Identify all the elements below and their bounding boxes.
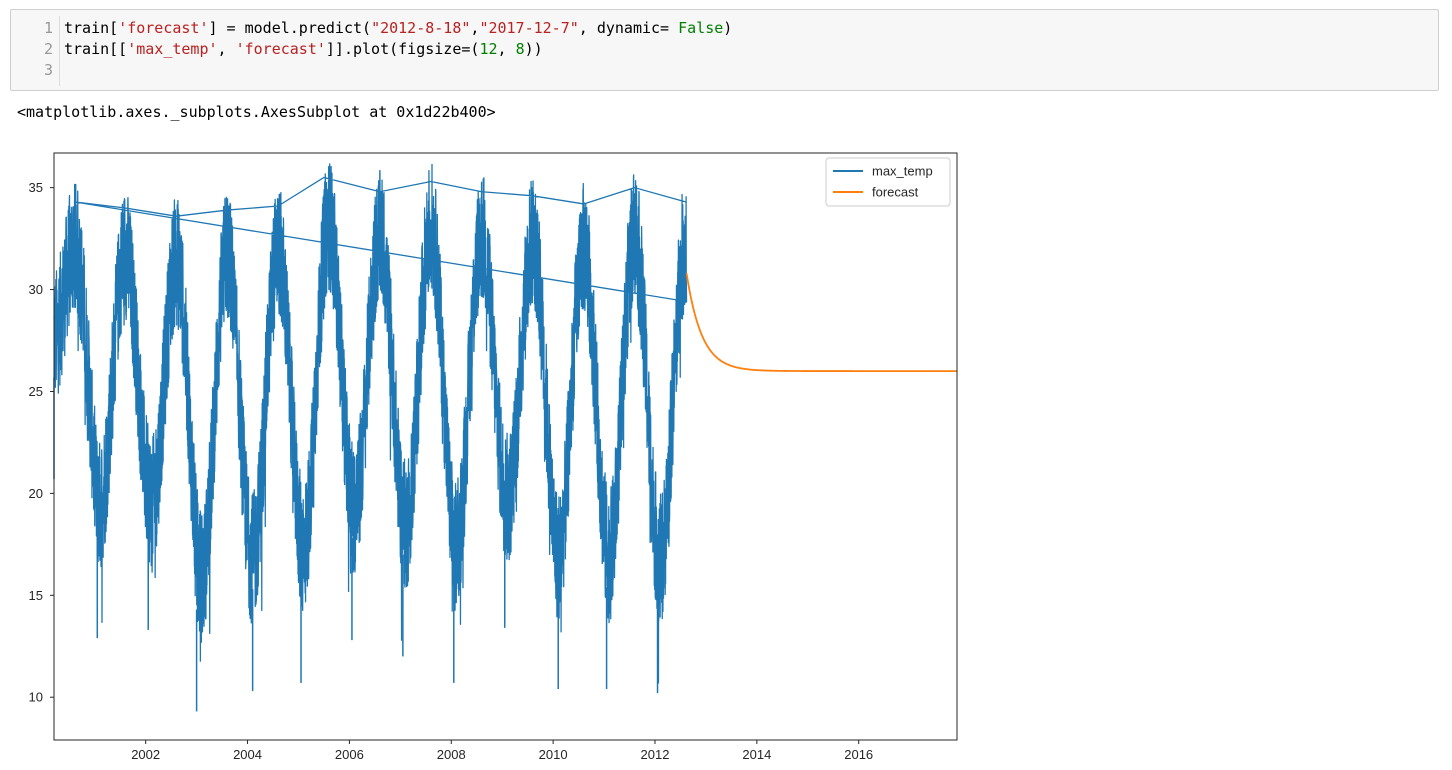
code-token: , [470, 19, 480, 37]
line-number: 2 [43, 40, 53, 58]
x-tick-label: 2006 [335, 747, 364, 762]
code-token: 'forecast' [235, 40, 326, 58]
plot-lines [53, 163, 957, 712]
code-cell-input[interactable]: 1 train['forecast'] = model.predict("2012… [10, 9, 1439, 91]
series-line-max-temp [53, 163, 688, 684]
code-token: False [678, 19, 724, 37]
code-token: ] = model.predict( [208, 19, 372, 37]
line-code: train['forecast'] = model.predict("2012-… [64, 18, 732, 39]
y-tick-label: 30 [29, 282, 43, 297]
line-code: train[['max_temp', 'forecast']].plot(fig… [64, 39, 543, 60]
y-tick-label: 25 [29, 384, 43, 399]
line-number: 3 [43, 61, 53, 79]
x-tick-label: 2010 [539, 747, 568, 762]
x-tick-label: 2016 [844, 747, 873, 762]
legend-label-forecast: forecast [872, 185, 919, 200]
x-tick-label: 2002 [131, 747, 160, 762]
x-tick-label: 2014 [742, 747, 771, 762]
code-token: "2012-8-18" [371, 19, 471, 37]
code-token: , dynamic= [578, 19, 679, 37]
x-tick-label: 2004 [233, 747, 262, 762]
x-tick-label: 2008 [437, 747, 466, 762]
series-line-forecast [685, 273, 957, 372]
y-tick-label: 10 [29, 690, 43, 705]
cell-output-text: <matplotlib.axes._subplots.AxesSubplot a… [17, 103, 496, 121]
code-token: ) [723, 19, 733, 37]
code-token: , [497, 40, 516, 58]
y-tick-label: 15 [29, 588, 43, 603]
y-tick-label: 35 [29, 180, 43, 195]
line-chart: 2002 2004 2006 2008 2010 2012 2014 2016 10 15 20 25… [29, 152, 958, 762]
code-token: train[ [64, 19, 119, 37]
axis-ticks: 2002 2004 2006 2008 2010 2012 2014 2016 10 15 20 25… [29, 180, 874, 762]
code-token: , [217, 40, 236, 58]
y-tick-label: 20 [29, 486, 43, 501]
legend: max_temp forecast [825, 157, 951, 207]
line-number: 1 [43, 19, 53, 37]
legend-label-max-temp: max_temp [872, 164, 933, 179]
code-token: 'max_temp' [127, 40, 218, 58]
code-token: 8 [515, 40, 525, 58]
code-token: 'forecast' [118, 19, 209, 37]
code-token: "2017-12-7" [479, 19, 579, 37]
x-tick-label: 2012 [641, 747, 670, 762]
code-token: ]].plot(figsize=( [325, 40, 480, 58]
line-number-gutter [59, 16, 60, 86]
code-token: train[[ [64, 40, 128, 58]
axes-frame [53, 152, 958, 741]
code-token: 12 [479, 40, 498, 58]
code-token: )) [524, 40, 543, 58]
